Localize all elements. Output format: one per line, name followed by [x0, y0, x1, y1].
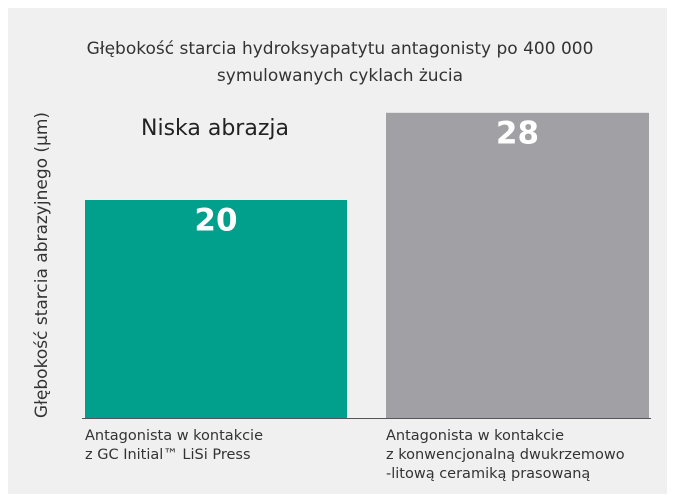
- x-tick-label: Antagonista w kontakcie z GC Initial™ Li…: [85, 428, 264, 463]
- annotation: Niska abrazja: [141, 116, 289, 141]
- bar: [85, 200, 347, 418]
- chart-title: Głębokość starcia hydroksyapatytu antago…: [86, 39, 594, 86]
- value-label: 28: [496, 115, 539, 151]
- x-tick-label: Antagonista w kontakcie z konwencjonalną…: [386, 428, 625, 482]
- value-label: 20: [194, 203, 237, 239]
- y-axis-label: Głębokość starcia abrazyjnego (µm): [32, 112, 52, 418]
- bar: [386, 112, 649, 419]
